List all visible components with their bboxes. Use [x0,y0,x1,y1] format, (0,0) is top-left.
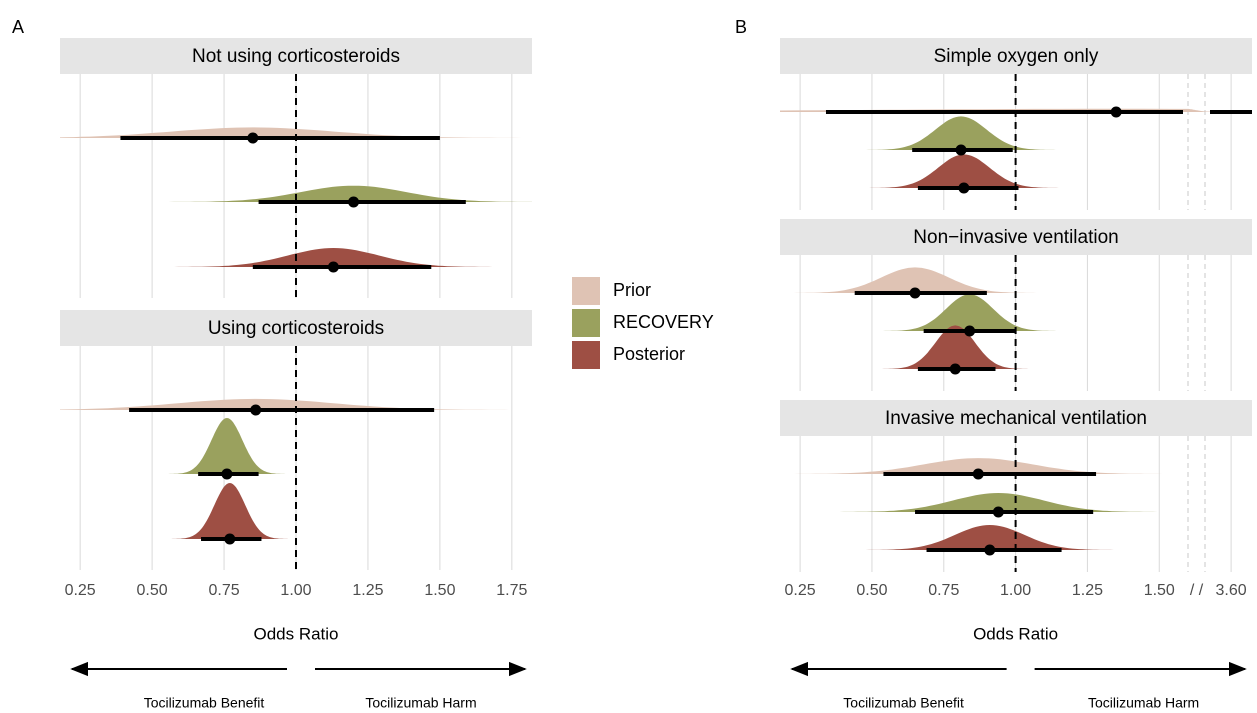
facet-title: Simple oxygen only [934,46,1099,67]
x-tick-label: 1.50 [424,582,455,599]
x-tick-label: 1.75 [496,582,527,599]
estimate-point [992,506,1004,518]
densities [60,127,532,267]
facet-title: Not using corticosteroids [192,46,400,67]
density [875,294,1064,331]
x-tick-label: 1.00 [1000,582,1031,599]
legend-label: Posterior [613,344,685,364]
break-label: / / [1190,582,1204,599]
density [165,418,289,474]
densities [780,108,1252,188]
density [861,154,1067,188]
facet-plot [780,74,1252,210]
densities [60,398,532,539]
estimate-point [250,404,262,416]
estimate-point [955,144,967,156]
x-tick-label: 0.50 [856,582,887,599]
density [151,248,516,267]
x-tick-label: 0.50 [137,582,168,599]
facet-plot [60,74,532,298]
x-tick-label: 3.60 [1216,582,1247,599]
estimate-point [958,182,970,194]
annotation: Tocilizumab Harm [365,695,476,711]
x-tick-label: 0.75 [928,582,959,599]
x-axis-label: Odds Ratio [253,624,338,643]
density [816,493,1181,512]
density [876,325,1035,369]
x-tick-label: 1.25 [352,582,383,599]
annotation: Tocilizumab Harm [1088,695,1199,711]
facet-strip [60,38,532,74]
x-tick-label: 1.50 [1144,582,1175,599]
estimate-point [949,363,961,375]
facet-strip [780,400,1252,436]
estimate-point [984,544,996,556]
density [780,267,1050,293]
x-tick-label: 0.75 [208,582,239,599]
legend-label: RECOVERY [613,312,714,332]
estimate-point [221,468,233,480]
x-tick-label: 0.25 [785,582,816,599]
panel-label: B [735,17,747,37]
x-tick-label: 0.25 [65,582,96,599]
facet-strip [60,310,532,346]
density [60,398,532,410]
density [142,185,532,202]
facet-title: Non−invasive ventilation [913,227,1118,248]
estimate-point [972,468,984,480]
legend-swatch [572,309,600,337]
x-axis-label: Odds Ratio [973,624,1058,643]
estimate-point [909,287,921,299]
density [780,458,1189,474]
estimate-point [1110,106,1122,118]
estimate-point [964,325,976,337]
estimate-point [224,533,236,545]
legend-swatch [572,277,600,305]
facet-plot [780,255,1232,391]
densities [780,458,1189,550]
facet-strip [780,219,1252,255]
x-tick-label: 1.25 [1072,582,1103,599]
facet-plot [60,346,532,570]
x-tick-label: 1.00 [280,582,311,599]
annotation: Tocilizumab Benefit [843,695,964,711]
density [168,483,292,539]
facet-plot [780,436,1232,572]
legend-swatch [572,341,600,369]
panel-label: A [12,17,24,37]
estimate-point [348,196,360,208]
facet-title: Using corticosteroids [208,318,384,339]
legend-label: Prior [613,280,651,300]
densities [780,267,1064,369]
facet-strip [780,38,1252,74]
estimate-point [327,261,339,273]
density [858,116,1064,150]
estimate-point [247,132,259,144]
annotation: Tocilizumab Benefit [144,695,265,711]
density [60,127,532,138]
facet-title: Invasive mechanical ventilation [885,408,1147,429]
density [851,525,1128,550]
